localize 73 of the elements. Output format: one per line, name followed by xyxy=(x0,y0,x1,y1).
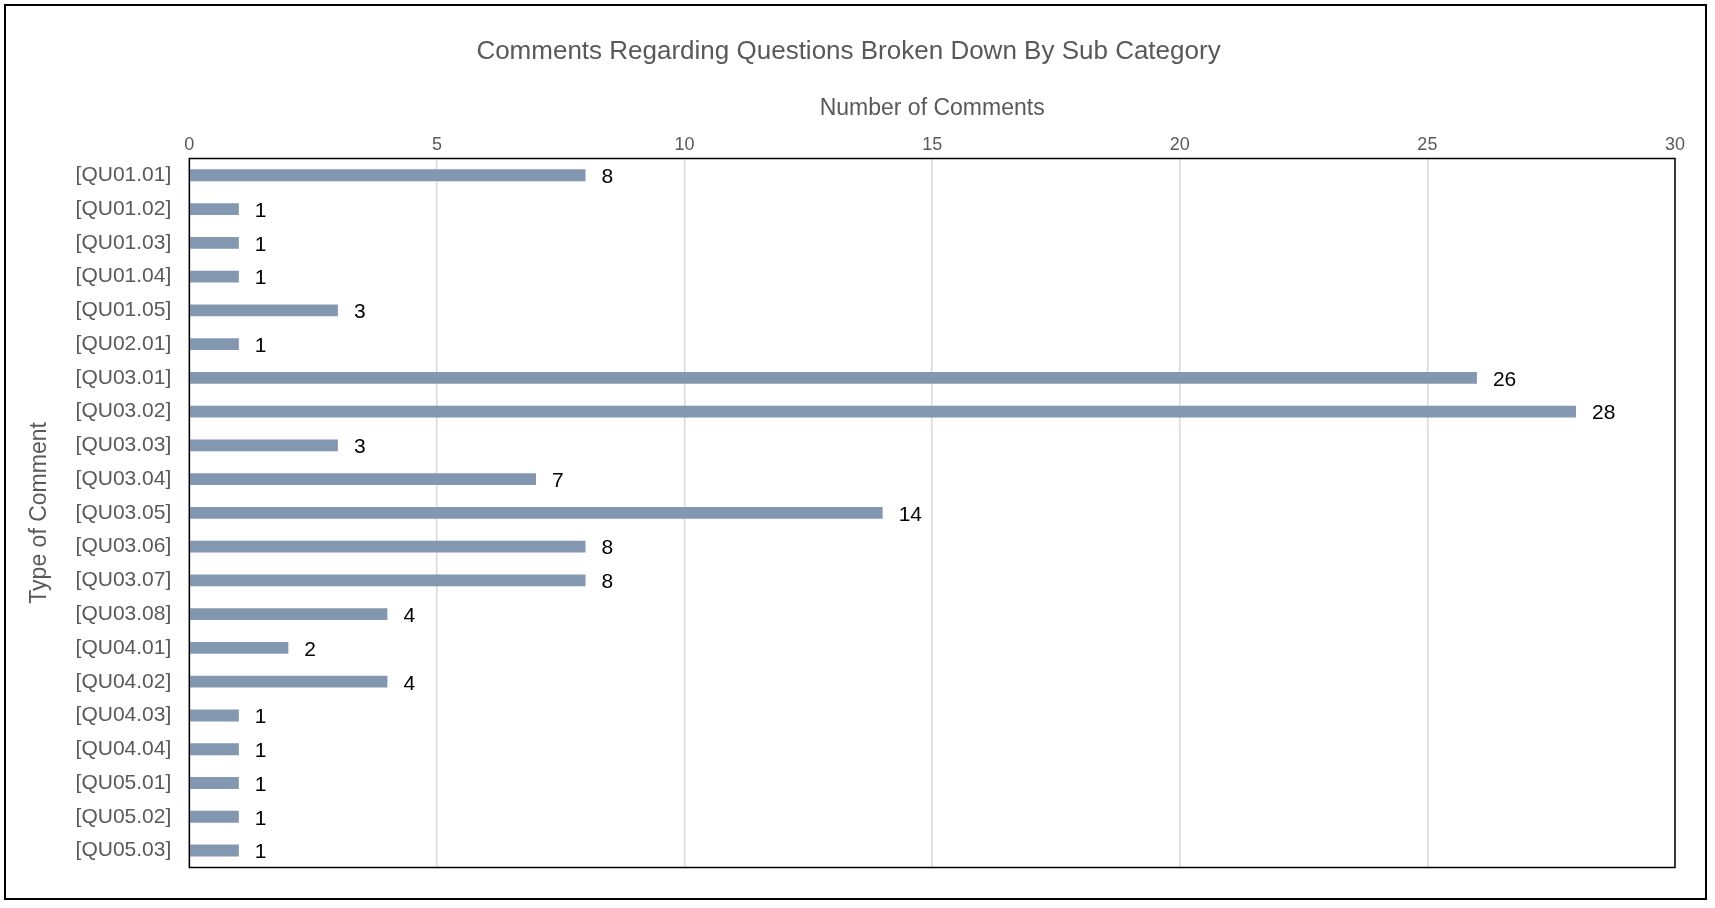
bar xyxy=(190,270,239,283)
data-label: 14 xyxy=(898,501,923,525)
bar xyxy=(190,810,239,823)
data-label: 26 xyxy=(1492,366,1517,390)
bar xyxy=(190,709,239,722)
data-label: 3 xyxy=(353,299,366,323)
data-label: 1 xyxy=(254,704,267,728)
y-tick-label: [QU01.02] xyxy=(75,195,172,219)
chart-title: Comments Regarding Questions Broken Down By Sub Category xyxy=(476,34,1221,65)
data-label: 8 xyxy=(601,569,614,593)
bar xyxy=(190,608,388,621)
data-label: 3 xyxy=(353,434,366,458)
x-tick-label: 5 xyxy=(431,133,442,154)
y-tick-label: [QU03.05] xyxy=(75,499,172,523)
data-label: 1 xyxy=(254,805,267,829)
bar xyxy=(190,506,883,519)
bar xyxy=(190,540,586,553)
bar xyxy=(190,743,239,756)
y-tick-label: [QU05.01] xyxy=(75,769,172,793)
data-label: 1 xyxy=(254,332,267,356)
data-label: 4 xyxy=(403,670,416,694)
x-tick-label: 10 xyxy=(674,133,695,154)
bar xyxy=(190,675,388,688)
x-tick-label: 0 xyxy=(184,133,195,154)
data-label: 1 xyxy=(254,197,267,221)
data-label: 4 xyxy=(403,602,416,626)
data-label: 28 xyxy=(1591,400,1616,424)
y-tick-label: [QU03.07] xyxy=(75,567,172,591)
y-tick-label: [QU02.01] xyxy=(75,330,172,354)
data-label: 1 xyxy=(254,771,267,795)
x-tick-label: 25 xyxy=(1417,133,1438,154)
y-tick-label: [QU04.03] xyxy=(75,702,172,726)
data-label: 1 xyxy=(254,738,267,762)
y-tick-label: [QU01.01] xyxy=(75,162,172,186)
y-tick-label: [QU01.05] xyxy=(75,297,172,321)
bar xyxy=(190,203,239,215)
y-tick-label: [QU05.03] xyxy=(75,837,172,861)
bar xyxy=(190,439,338,452)
data-label: 8 xyxy=(601,164,614,188)
data-label: 1 xyxy=(254,265,267,289)
y-tick-label: [QU05.02] xyxy=(75,803,172,827)
y-tick-label: [QU03.01] xyxy=(75,364,172,388)
y-tick-label: [QU01.04] xyxy=(75,263,172,287)
y-tick-label: [QU03.02] xyxy=(75,398,172,422)
y-tick-label: [QU03.04] xyxy=(75,465,172,489)
x-tick-label: 15 xyxy=(922,133,943,154)
y-tick-label: [QU04.04] xyxy=(75,736,172,760)
bar xyxy=(190,304,338,317)
x-tick-label: 20 xyxy=(1169,133,1190,154)
bar xyxy=(190,371,1477,384)
data-label: 2 xyxy=(304,636,317,660)
data-label: 1 xyxy=(254,231,267,255)
bar xyxy=(190,236,239,249)
data-label: 1 xyxy=(254,839,267,863)
y-tick-label: [QU01.03] xyxy=(75,229,172,253)
data-label: 8 xyxy=(601,535,614,559)
x-axis-title: Number of Comments xyxy=(819,94,1045,121)
bar xyxy=(190,473,536,486)
bar xyxy=(190,642,289,654)
y-axis-title: Type of Comment xyxy=(25,421,52,604)
bar xyxy=(190,777,239,789)
bar xyxy=(190,405,1576,418)
bar xyxy=(190,844,239,857)
x-tick-label: 30 xyxy=(1664,133,1686,154)
bar xyxy=(190,169,586,182)
y-tick-label: [QU03.03] xyxy=(75,432,172,456)
y-tick-label: [QU03.06] xyxy=(75,533,172,557)
y-tick-label: [QU04.02] xyxy=(75,668,172,692)
y-tick-label: [QU04.01] xyxy=(75,634,172,658)
bar xyxy=(190,338,239,350)
y-tick-label: [QU03.08] xyxy=(75,600,172,624)
bar xyxy=(190,574,586,587)
data-label: 7 xyxy=(551,467,564,491)
